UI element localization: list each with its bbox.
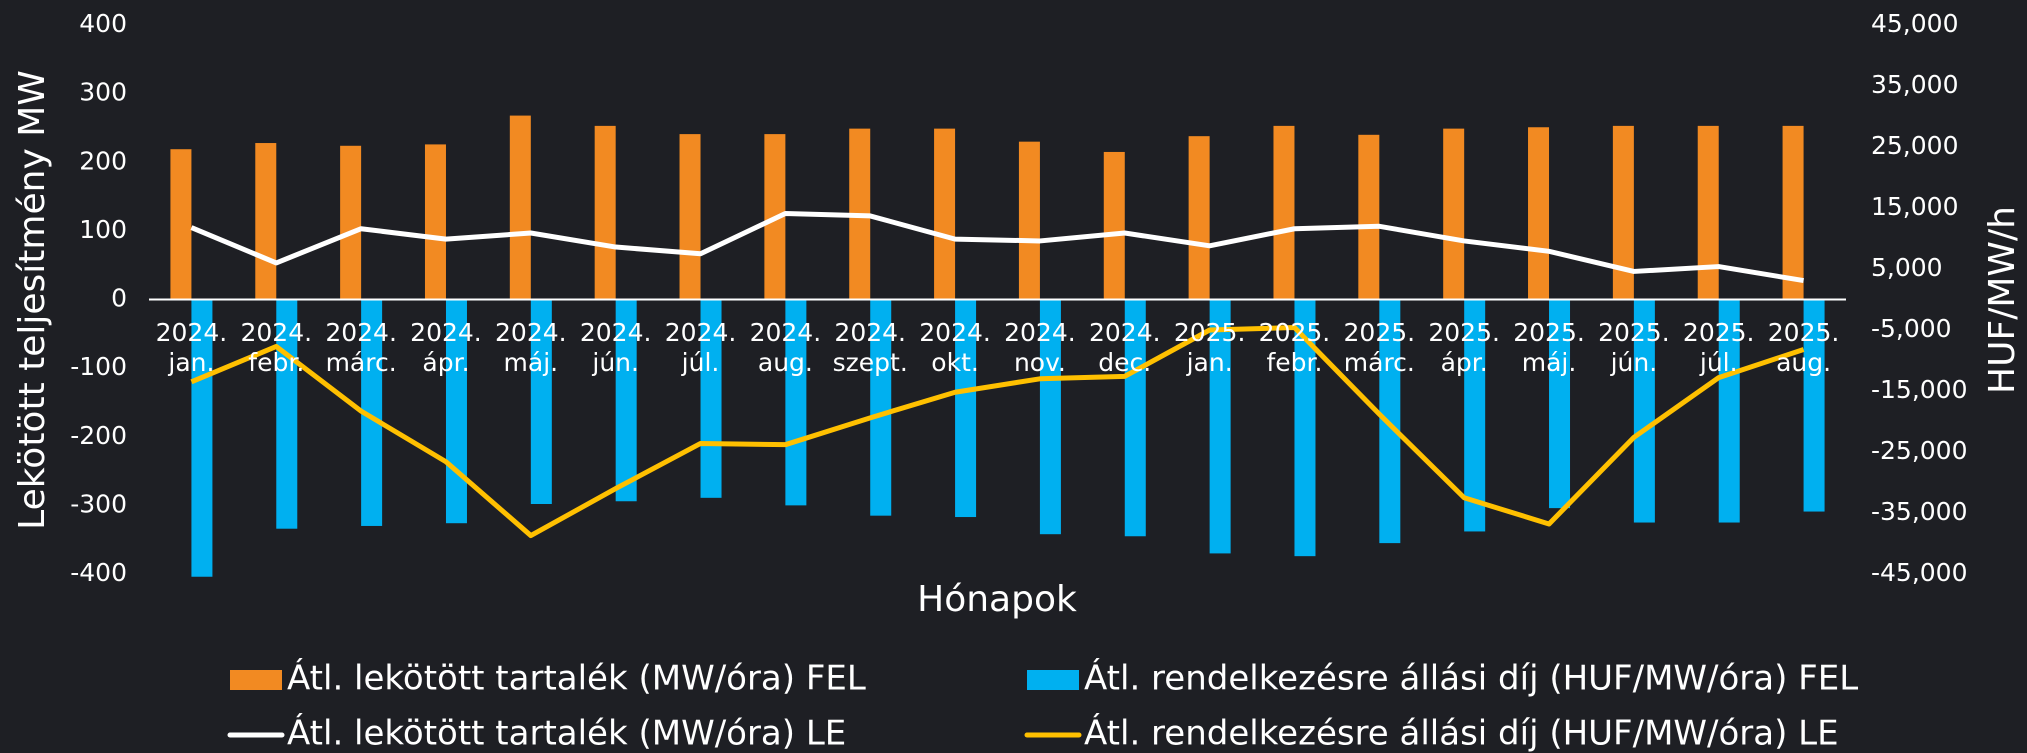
x-tick-label: 2024. aug.	[750, 318, 822, 377]
y2-tick-label: -25,000	[1871, 436, 1968, 465]
x-tick-label: 2025. jún.	[1598, 318, 1670, 377]
legend-label: Átl. lekötött tartalék (MW/óra) LE	[287, 713, 846, 753]
bar	[255, 143, 277, 300]
bar	[870, 299, 892, 516]
bar	[509, 115, 531, 300]
bar	[1124, 299, 1146, 537]
x-tick-label: 2024. jan.	[156, 318, 228, 377]
bar	[170, 149, 192, 300]
legend-label: Átl. rendelkezésre állási díj (HUF/MW/ór…	[1084, 658, 1858, 699]
y-tick-label: -200	[70, 421, 127, 450]
x-tick-label: 2025. jan.	[1174, 318, 1246, 377]
bar	[679, 134, 701, 300]
x-tick-label: 2024. máj.	[495, 318, 567, 377]
y-tick-label: 0	[111, 284, 127, 313]
bar	[1528, 127, 1550, 300]
bar	[191, 299, 213, 577]
y-tick-label: -300	[70, 489, 127, 518]
bar	[1188, 136, 1210, 300]
bar	[424, 144, 446, 300]
bar	[1803, 299, 1825, 512]
x-tick-label: 2024. febr.	[240, 318, 312, 377]
bar	[1718, 299, 1740, 523]
bar	[340, 145, 362, 300]
x-tick-label: 2024. jún.	[580, 318, 652, 377]
line	[190, 210, 1804, 284]
x-tick-label: 2025. júl.	[1683, 318, 1755, 377]
y2-tick-label: 45,000	[1871, 9, 1958, 38]
legend-label: Átl. lekötött tartalék (MW/óra) FEL	[287, 658, 866, 699]
y2-axis-title: HUF/MW/h	[1982, 206, 2023, 394]
y2-tick-label: -5,000	[1871, 314, 1952, 343]
bar	[934, 128, 956, 300]
x-tick-label: 2025. márc.	[1344, 318, 1416, 377]
bar	[615, 299, 637, 502]
bar	[530, 299, 552, 505]
y2-tick-label: 25,000	[1871, 131, 1958, 160]
x-tick-label: 2024. nov.	[1004, 318, 1076, 377]
y-axis-title: Lekötött teljesítmény MW	[12, 70, 53, 530]
y-tick-label: 200	[79, 146, 127, 175]
y2-tick-label: 5,000	[1871, 253, 1943, 282]
bar	[1358, 134, 1380, 300]
bar	[1103, 151, 1125, 300]
x-tick-label: 2025. máj.	[1513, 318, 1585, 377]
bar	[1633, 299, 1655, 523]
y-tick-label: 400	[79, 9, 127, 38]
x-tick-label: 2024. júl.	[665, 318, 737, 377]
bar	[785, 299, 807, 506]
line	[190, 325, 1805, 539]
bar	[700, 299, 722, 498]
x-tick-label: 2025. ápr.	[1428, 318, 1500, 377]
x-axis-title: Hónapok	[917, 579, 1077, 620]
x-tick-label: 2025. febr.	[1259, 318, 1331, 377]
y2-tick-label: -35,000	[1871, 497, 1968, 526]
bar	[1612, 125, 1634, 300]
x-tick-label: 2025. aug.	[1768, 318, 1840, 377]
bar	[1039, 299, 1061, 535]
legend-label: Átl. rendelkezésre állási díj (HUF/MW/ór…	[1084, 713, 1839, 753]
x-tick-label: 2024. ápr.	[410, 318, 482, 377]
x-tick-label: 2024. szept.	[833, 318, 908, 377]
y-tick-label: -400	[70, 558, 127, 587]
bar	[594, 125, 616, 300]
y2-tick-label: -45,000	[1871, 558, 1968, 587]
y2-tick-label: 15,000	[1871, 192, 1958, 221]
y-tick-label: 300	[79, 78, 127, 107]
legend-swatch	[1027, 670, 1079, 690]
legend-swatch	[230, 670, 282, 690]
bar	[1209, 299, 1231, 554]
y2-tick-label: 35,000	[1871, 70, 1958, 99]
bar	[1782, 125, 1804, 300]
bar	[1549, 299, 1571, 509]
x-tick-label: 2024. okt.	[919, 318, 991, 377]
bar	[1294, 299, 1316, 557]
x-tick-label: 2024. márc.	[325, 318, 397, 377]
y-tick-label: -100	[70, 352, 127, 381]
bar	[1273, 125, 1295, 300]
bar	[1697, 125, 1719, 300]
bar	[1443, 128, 1465, 300]
bar	[1018, 141, 1040, 300]
x-tick-label: 2024. dec.	[1089, 318, 1161, 377]
bar	[1464, 299, 1486, 532]
y2-tick-label: -15,000	[1871, 375, 1968, 404]
bar	[955, 299, 977, 518]
y-tick-label: 100	[79, 215, 127, 244]
bar	[361, 299, 383, 526]
